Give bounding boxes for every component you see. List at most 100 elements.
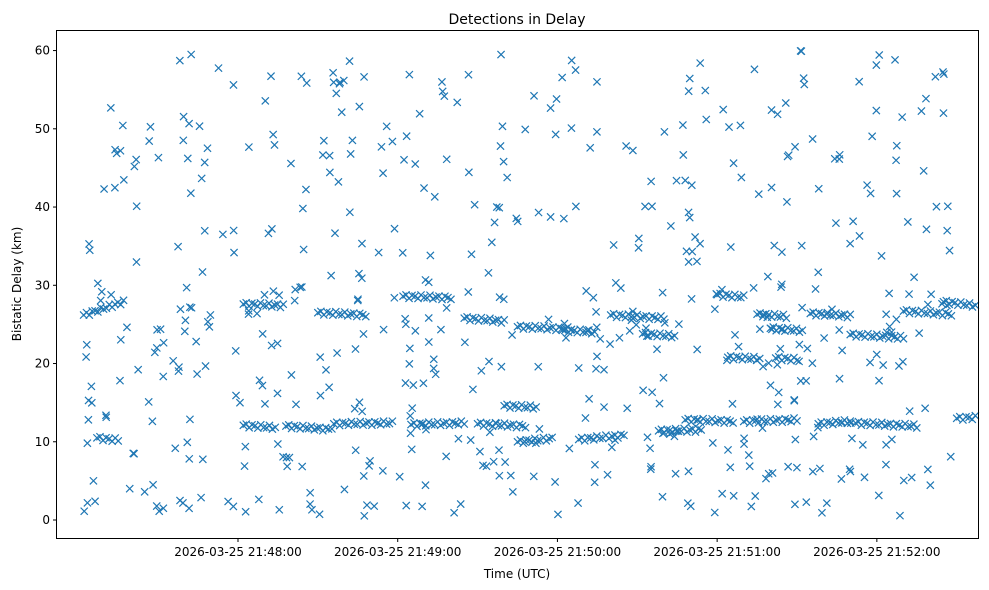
data-point — [808, 134, 817, 144]
data-point — [939, 109, 948, 118]
data-point — [583, 326, 592, 335]
data-point — [229, 226, 238, 235]
data-point — [175, 56, 184, 65]
data-point — [751, 492, 760, 501]
data-point — [235, 398, 244, 407]
data-point — [171, 444, 180, 453]
data-point — [501, 458, 510, 467]
data-point — [116, 146, 125, 155]
data-point — [464, 287, 473, 297]
data-point — [477, 366, 486, 375]
data-point — [460, 338, 469, 347]
data-point — [200, 158, 209, 167]
data-point — [770, 241, 779, 250]
data-point — [409, 381, 418, 390]
data-point — [487, 238, 496, 247]
data-point — [782, 314, 791, 323]
data-point — [354, 269, 363, 278]
data-point — [708, 438, 717, 447]
data-point — [590, 327, 599, 336]
data-point — [971, 301, 980, 310]
data-point — [495, 471, 504, 480]
data-point — [639, 312, 648, 321]
data-point — [625, 326, 634, 335]
data-point — [122, 323, 131, 332]
data-point — [822, 499, 831, 508]
data-point — [885, 322, 894, 331]
data-point — [535, 424, 544, 433]
y-tick-label: 50 — [35, 122, 50, 136]
data-point — [180, 327, 189, 336]
data-point — [291, 285, 300, 294]
data-point — [647, 462, 656, 471]
data-point — [426, 251, 435, 260]
data-point — [790, 395, 799, 404]
data-point — [534, 362, 543, 371]
data-point — [586, 143, 595, 152]
data-point — [491, 316, 500, 325]
data-point — [744, 451, 753, 460]
data-point — [904, 422, 913, 431]
data-point — [694, 415, 703, 424]
data-point — [264, 229, 273, 238]
data-point — [866, 358, 875, 367]
data-point — [492, 203, 501, 212]
data-point — [508, 330, 517, 339]
data-point — [144, 397, 153, 406]
data-point — [484, 357, 494, 366]
data-point — [559, 214, 568, 223]
data-point — [353, 296, 362, 305]
data-point — [658, 492, 667, 501]
data-point — [837, 310, 846, 319]
data-point — [267, 224, 276, 233]
data-point — [327, 271, 336, 280]
data-point — [776, 344, 785, 353]
data-point — [93, 307, 102, 317]
data-point — [82, 340, 91, 349]
data-point — [335, 79, 344, 88]
data-point — [875, 50, 884, 60]
data-point — [402, 501, 411, 510]
data-point — [174, 242, 183, 251]
data-point — [497, 362, 506, 371]
data-point — [767, 325, 776, 334]
data-point — [499, 295, 508, 304]
data-point — [773, 312, 782, 321]
data-point — [182, 283, 191, 292]
data-point — [87, 398, 96, 407]
data-point — [684, 467, 693, 476]
data-point — [273, 439, 282, 449]
data-point — [464, 168, 473, 177]
data-point — [589, 293, 598, 302]
data-point — [279, 300, 288, 309]
data-point — [546, 212, 555, 221]
data-point — [919, 166, 928, 175]
data-point — [835, 325, 844, 335]
data-point — [495, 293, 504, 302]
data-point — [845, 465, 854, 474]
data-point — [366, 456, 375, 465]
data-point — [632, 320, 641, 329]
data-point — [116, 335, 125, 344]
data-point — [494, 446, 504, 455]
data-point — [583, 433, 592, 442]
data-point — [390, 293, 399, 302]
data-point — [786, 326, 795, 335]
data-point — [187, 50, 196, 59]
data-point — [357, 239, 366, 248]
data-point — [421, 275, 430, 285]
data-point — [723, 445, 733, 454]
data-point — [866, 189, 875, 198]
data-point — [430, 192, 439, 201]
data-point — [822, 310, 831, 319]
data-point — [260, 290, 269, 299]
data-point — [758, 424, 767, 433]
data-point — [660, 127, 669, 136]
data-point — [116, 300, 125, 309]
data-point — [546, 323, 555, 332]
data-point — [307, 422, 316, 431]
data-point — [297, 282, 306, 292]
data-point — [152, 502, 161, 511]
data-point — [565, 444, 574, 453]
data-point — [110, 183, 119, 192]
